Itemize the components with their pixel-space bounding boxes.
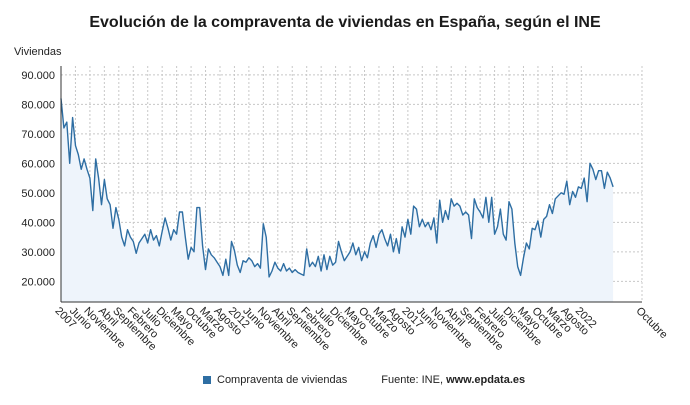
y-axis-label: Viviendas xyxy=(14,46,62,58)
y-tick-label: 60.000 xyxy=(21,158,55,170)
y-tick-label: 20.000 xyxy=(21,276,55,288)
x-tick-labels: 2007JunioNoviembreAbrilSeptiembreFebrero… xyxy=(53,305,670,353)
source-site: www.epdata.es xyxy=(446,374,526,386)
y-tick-labels: 20.000 30.000 40.000 50.000 60.000 70.000 80.0… xyxy=(21,70,55,289)
source-prefix: Fuente: INE, xyxy=(381,374,447,386)
source-note: Fuente: INE, www.epdata.es xyxy=(381,374,525,386)
legend-swatch xyxy=(203,376,211,384)
series-line xyxy=(60,98,614,278)
y-tick-label: 70.000 xyxy=(21,129,55,141)
y-tick-label: 40.000 xyxy=(21,217,55,229)
y-tick-label: 30.000 xyxy=(21,247,55,259)
series-group xyxy=(60,98,614,303)
y-tick-label: 90.000 xyxy=(21,70,55,82)
series-area xyxy=(61,98,614,303)
legend: Compraventa de viviendas Fuente: INE, ww… xyxy=(203,374,525,386)
x-tick-label: Octubre xyxy=(634,305,670,341)
y-tick-label: 50.000 xyxy=(21,188,55,200)
chart-title: Evolución de la compraventa de viviendas… xyxy=(89,14,601,31)
legend-series-label: Compraventa de viviendas xyxy=(217,374,348,386)
y-tick-label: 80.000 xyxy=(21,99,55,111)
